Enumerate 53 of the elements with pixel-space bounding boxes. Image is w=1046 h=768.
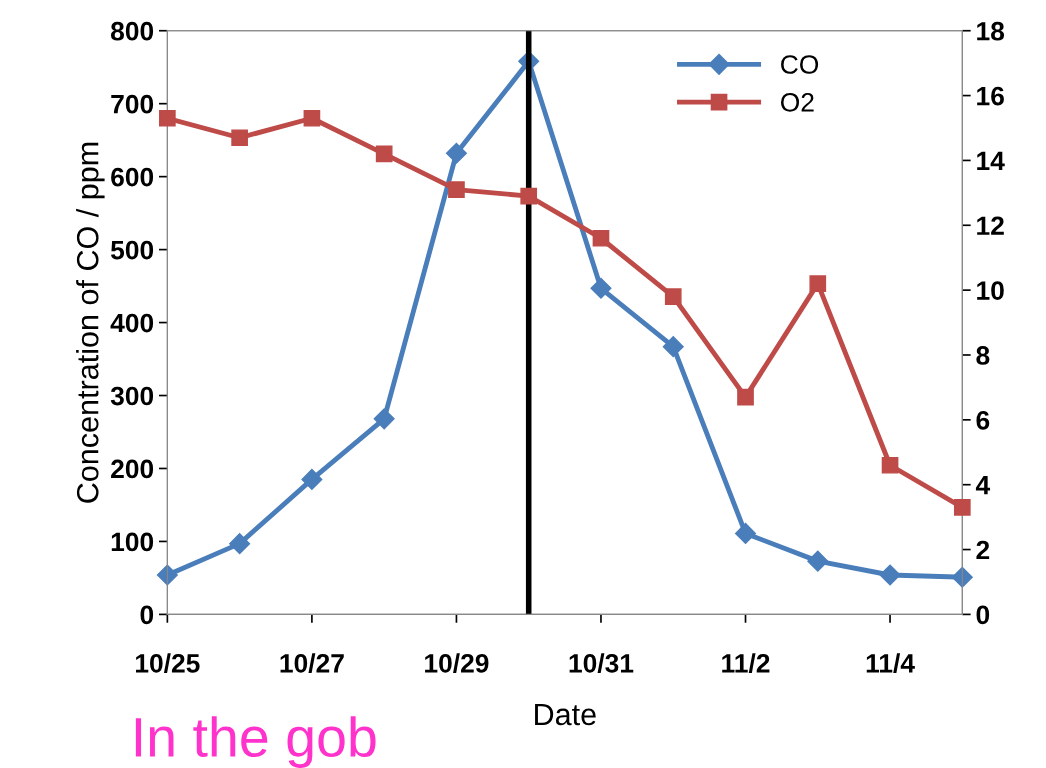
point [809, 275, 827, 292]
y2-tick-label: 8 [976, 346, 990, 365]
y-tick-label: 800 [110, 21, 154, 41]
point [156, 564, 178, 586]
x-tick-label: 10/29 [425, 653, 489, 673]
point [951, 566, 973, 588]
y2-tick-label: 2 [976, 540, 990, 560]
point [448, 181, 465, 198]
point [303, 109, 321, 127]
point [301, 468, 323, 490]
y-tick-label: 0 [140, 605, 154, 625]
point [373, 408, 395, 430]
x-tick-label: 11/4 [866, 653, 915, 673]
y-tick-label: 700 [111, 94, 154, 114]
point [953, 499, 971, 516]
point [881, 456, 899, 474]
x-tick-label: 11/2 [722, 653, 770, 673]
y2-tick-label: 14 [977, 151, 1005, 170]
y-tick-label: 100 [111, 532, 154, 552]
point [159, 109, 176, 127]
point [229, 533, 251, 555]
legend-label: O2 [780, 92, 814, 112]
y-tick-label: 300 [110, 386, 154, 406]
x-axis-title: Date [535, 704, 596, 726]
point [807, 550, 829, 572]
y2-tick-label: 6 [976, 410, 990, 430]
y2-tick-label: 0 [976, 605, 990, 625]
y2-tick-label: 16 [977, 86, 1004, 106]
point [879, 564, 901, 586]
legend-label: CO [781, 55, 819, 74]
point [375, 145, 393, 163]
point [662, 336, 684, 358]
y-tick-label: 500 [110, 240, 154, 260]
y2-tick-label: 12 [977, 216, 1004, 235]
point [592, 229, 610, 247]
y-tick-label: 600 [111, 167, 154, 187]
point [734, 522, 757, 544]
x-tick-label: 10/27 [280, 653, 344, 673]
x-tick-label: 10/31 [569, 653, 634, 673]
point [664, 288, 682, 305]
text: In the gob [135, 716, 376, 768]
point [737, 388, 754, 406]
point [231, 129, 248, 147]
y-axis-title: Concentration of CO / ppm [76, 142, 105, 503]
y2-tick-label: 18 [977, 21, 1005, 41]
y-tick-label: 200 [111, 459, 154, 479]
point [445, 142, 467, 164]
x-tick-label: 10/25 [136, 653, 200, 673]
y-tick-label: 400 [110, 313, 154, 333]
y2-tick-label: 4 [975, 476, 991, 495]
point [520, 187, 538, 205]
y2-tick-label: 10 [977, 281, 1004, 300]
point [590, 277, 612, 299]
